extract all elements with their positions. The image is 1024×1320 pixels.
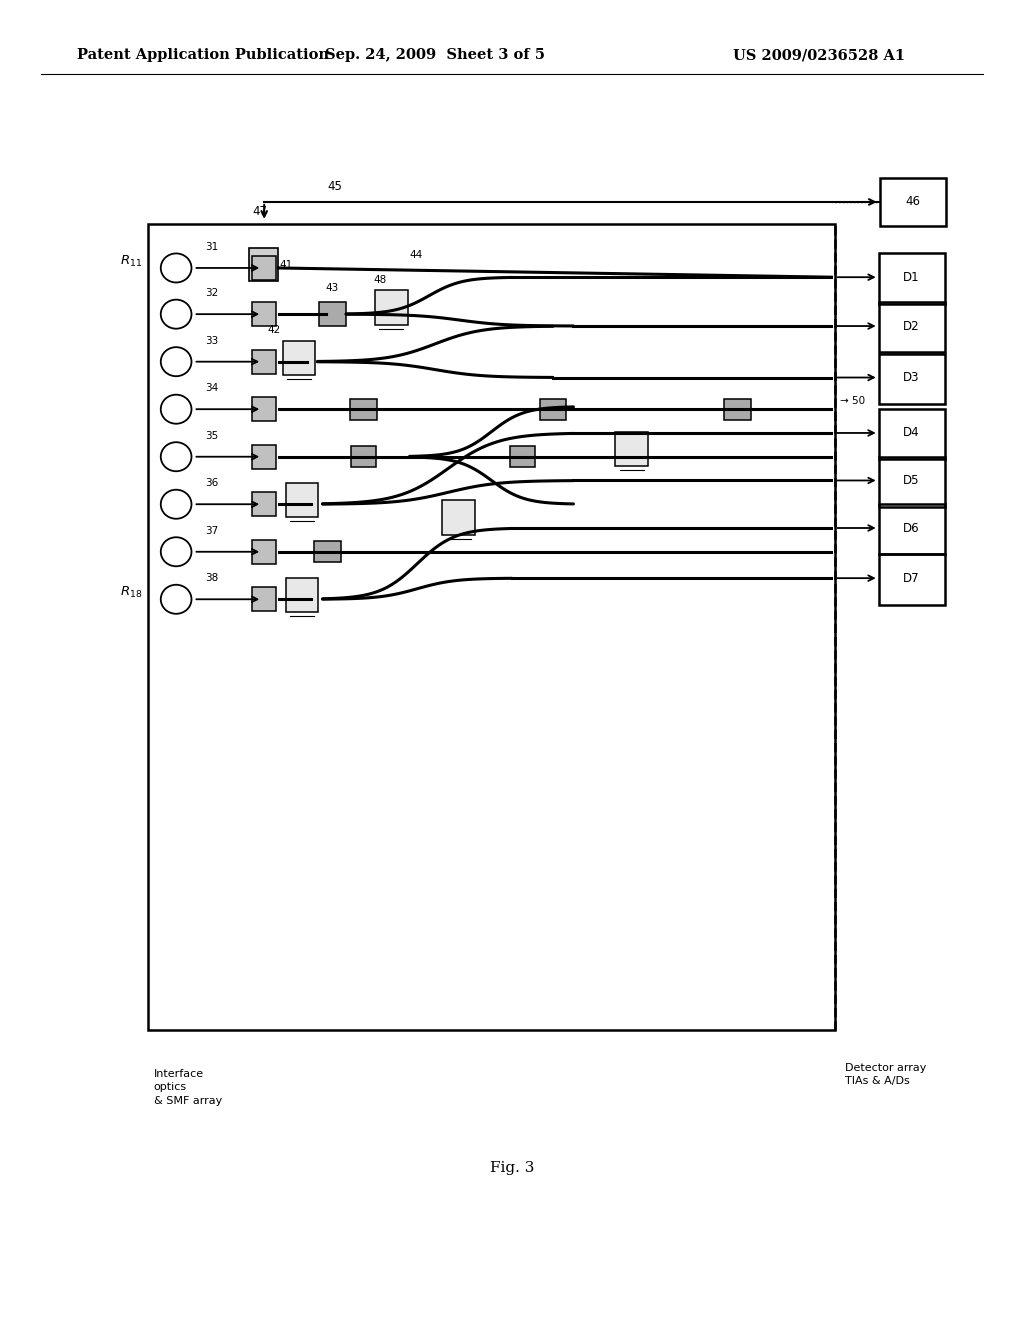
Text: D6: D6 [903, 521, 920, 535]
Text: D7: D7 [903, 572, 920, 585]
FancyBboxPatch shape [252, 350, 276, 374]
Text: → 50: → 50 [840, 396, 865, 407]
Text: 48: 48 [374, 275, 387, 285]
Text: 32: 32 [205, 288, 218, 298]
FancyBboxPatch shape [252, 492, 276, 516]
Text: 37: 37 [205, 525, 218, 536]
Text: 44: 44 [410, 249, 423, 260]
Text: D5: D5 [903, 474, 920, 487]
Text: US 2009/0236528 A1: US 2009/0236528 A1 [733, 49, 905, 62]
Text: D1: D1 [903, 271, 920, 284]
Text: 33: 33 [205, 335, 218, 346]
FancyBboxPatch shape [314, 541, 341, 562]
Text: 46: 46 [905, 195, 920, 209]
Text: 47: 47 [252, 205, 267, 218]
FancyBboxPatch shape [252, 540, 276, 564]
Text: 34: 34 [205, 383, 218, 393]
Text: Fig. 3: Fig. 3 [489, 1162, 535, 1175]
Text: 31: 31 [205, 242, 218, 252]
Text: Patent Application Publication: Patent Application Publication [77, 49, 329, 62]
Bar [148, 224, 835, 1030]
Text: D3: D3 [903, 371, 920, 384]
Text: $R_{18}$: $R_{18}$ [120, 585, 142, 601]
FancyBboxPatch shape [510, 446, 535, 467]
Text: 42: 42 [267, 325, 281, 335]
Text: D4: D4 [903, 426, 920, 440]
Text: 38: 38 [205, 573, 218, 583]
FancyBboxPatch shape [252, 397, 276, 421]
FancyBboxPatch shape [319, 302, 346, 326]
FancyBboxPatch shape [442, 500, 475, 535]
FancyBboxPatch shape [615, 432, 648, 466]
FancyBboxPatch shape [286, 483, 318, 517]
Text: 45: 45 [328, 180, 343, 193]
FancyBboxPatch shape [252, 445, 276, 469]
Text: 35: 35 [205, 430, 218, 441]
Text: 43: 43 [326, 282, 339, 293]
FancyBboxPatch shape [375, 290, 408, 325]
Text: D2: D2 [903, 319, 920, 333]
FancyBboxPatch shape [724, 399, 751, 420]
FancyBboxPatch shape [351, 446, 376, 467]
Text: $R_{11}$: $R_{11}$ [120, 253, 142, 269]
FancyBboxPatch shape [350, 399, 377, 420]
Text: Sep. 24, 2009  Sheet 3 of 5: Sep. 24, 2009 Sheet 3 of 5 [326, 49, 545, 62]
FancyBboxPatch shape [249, 248, 278, 281]
FancyBboxPatch shape [540, 399, 566, 420]
Text: 41: 41 [280, 260, 293, 271]
Text: 36: 36 [205, 478, 218, 488]
FancyBboxPatch shape [283, 341, 315, 375]
Text: Interface
optics
& SMF array: Interface optics & SMF array [154, 1069, 222, 1106]
FancyBboxPatch shape [286, 578, 318, 612]
FancyBboxPatch shape [252, 587, 276, 611]
FancyBboxPatch shape [252, 302, 276, 326]
FancyBboxPatch shape [252, 256, 276, 280]
Text: Detector array
TIAs & A/Ds: Detector array TIAs & A/Ds [845, 1063, 926, 1086]
